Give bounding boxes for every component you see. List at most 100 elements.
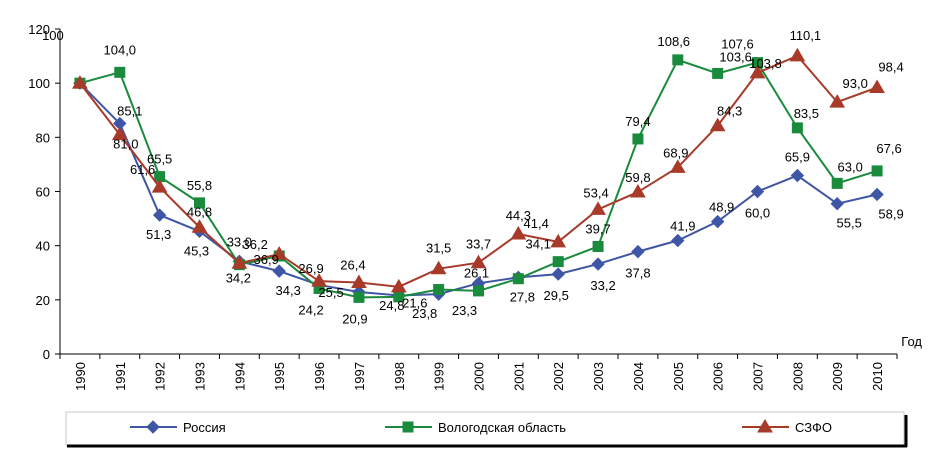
data-label-s2: 65,5 — [147, 152, 172, 167]
series-2-point — [353, 291, 365, 303]
data-label-s1: 58,9 — [878, 206, 903, 221]
data-label-s2: 24,2 — [298, 302, 323, 317]
x-tick-label: 1990 — [73, 362, 88, 391]
x-tick-label: 2005 — [671, 362, 686, 391]
legend-label-1: Россия — [183, 420, 226, 435]
data-label-s3: 41,4 — [524, 216, 549, 231]
x-axis-title: Год — [901, 334, 922, 349]
data-label-s2: 83,5 — [794, 106, 819, 121]
data-label-s3: 26,4 — [340, 258, 365, 273]
x-tick-label: 1997 — [352, 362, 367, 391]
data-label-s3: 44,3 — [506, 208, 531, 223]
data-label-s3: 93,0 — [843, 76, 868, 91]
y-tick-label: 80 — [36, 130, 50, 145]
data-label-s1: 65,9 — [785, 150, 810, 165]
series-1-point — [790, 168, 805, 183]
x-tick-label: 2004 — [631, 362, 646, 391]
series-3-point — [191, 219, 208, 233]
data-labels-layer: 85,1 51,3 45,3 34,2 34,3 25,5 21,623,8 26,1 27,8… — [42, 28, 904, 327]
x-tick-label: 1994 — [232, 362, 247, 391]
series-1-point — [710, 214, 725, 229]
series-3-point — [869, 79, 885, 93]
y-tick-label: 100 — [28, 76, 50, 91]
data-label-s1: 33,2 — [590, 278, 615, 293]
data-label-s1: 34,3 — [276, 283, 301, 298]
series-3-point — [630, 184, 646, 198]
series-2-point — [632, 133, 644, 145]
x-tick-label: 2001 — [511, 362, 526, 391]
series-1-point — [551, 267, 565, 281]
data-label-s1: 85,1 — [117, 104, 142, 119]
data-label-s1: 60,0 — [745, 206, 770, 221]
data-label-s1: 26,1 — [464, 265, 489, 280]
data-label-s3: 31,5 — [426, 241, 451, 256]
data-label-s1: 37,8 — [625, 266, 650, 281]
y-tick-label: 60 — [36, 185, 50, 200]
data-label-s1: 45,3 — [184, 243, 209, 258]
data-label-s3: 26,9 — [298, 261, 323, 276]
data-label-s3: 103,8 — [749, 56, 782, 71]
x-tick-label: 2010 — [870, 362, 885, 391]
series-2-point — [791, 122, 803, 134]
data-label-s2: 63,0 — [838, 159, 863, 174]
data-label-s1: 21,6 — [402, 296, 427, 311]
data-label-s2: 103,6 — [719, 49, 752, 64]
data-label-s3: 81,0 — [113, 137, 138, 152]
data-label-s3: 53,4 — [583, 185, 608, 200]
data-label-s2: 23,3 — [452, 303, 477, 318]
data-label-s2: 79,4 — [625, 114, 650, 129]
series-3-point — [231, 255, 248, 269]
series-1-point — [272, 264, 286, 278]
series-3-point — [669, 159, 686, 173]
x-tick-label: 2003 — [591, 362, 606, 391]
data-label-s2: 55,8 — [187, 178, 212, 193]
x-tick-label: 2006 — [711, 362, 726, 391]
legend-marker-3 — [757, 419, 773, 433]
series-2-point — [712, 67, 724, 79]
series-1-point — [631, 244, 645, 259]
series-2-point — [433, 284, 445, 296]
data-label-s3: 110,1 — [790, 28, 822, 43]
series-1-point — [671, 233, 685, 248]
x-tick-label: 1991 — [113, 362, 128, 391]
x-tick-label: 1998 — [392, 362, 407, 391]
data-label-s3: 61,6 — [130, 162, 155, 177]
data-label-s2: 20,9 — [342, 311, 367, 326]
data-label-s3: 59,8 — [625, 170, 650, 185]
y-tick-label: 20 — [36, 293, 50, 308]
data-label-s1: 51,3 — [146, 227, 171, 242]
data-label-s1: 48,9 — [709, 200, 734, 215]
legend-marker-2 — [402, 421, 414, 433]
series-2-point — [473, 285, 484, 297]
series-3-point — [510, 226, 527, 240]
y-tick-label: 40 — [36, 239, 50, 254]
series-3-point — [749, 64, 766, 79]
data-label-s2: 33,0 — [227, 235, 252, 250]
data-label-s2: 107,6 — [721, 37, 754, 52]
data-label-s2: 39,7 — [585, 221, 610, 236]
data-label-s1: 23,8 — [412, 306, 437, 321]
series-1-point — [152, 208, 167, 222]
x-tick-label: 1996 — [312, 362, 327, 391]
series-3-point — [151, 179, 168, 193]
series-3-point — [590, 201, 606, 215]
series-1-point — [830, 196, 844, 211]
x-tick-label: 2009 — [830, 362, 845, 391]
series-3-point — [351, 274, 367, 288]
series-1-point — [591, 257, 605, 271]
series-2-point — [831, 177, 843, 189]
data-label-s3: 68,9 — [663, 145, 688, 160]
y-tick-label: 120 — [28, 22, 50, 37]
series-3-point — [470, 254, 487, 269]
series-2-point — [672, 54, 684, 66]
series-3-point — [789, 47, 806, 62]
x-tick-label: 2007 — [751, 362, 766, 391]
data-label-s2: 108,6 — [658, 34, 691, 49]
data-label-s2: 36,2 — [243, 237, 268, 252]
series-3-point — [829, 94, 846, 108]
legend-label-2: Вологодская область — [438, 420, 566, 435]
series-layer — [72, 47, 885, 303]
